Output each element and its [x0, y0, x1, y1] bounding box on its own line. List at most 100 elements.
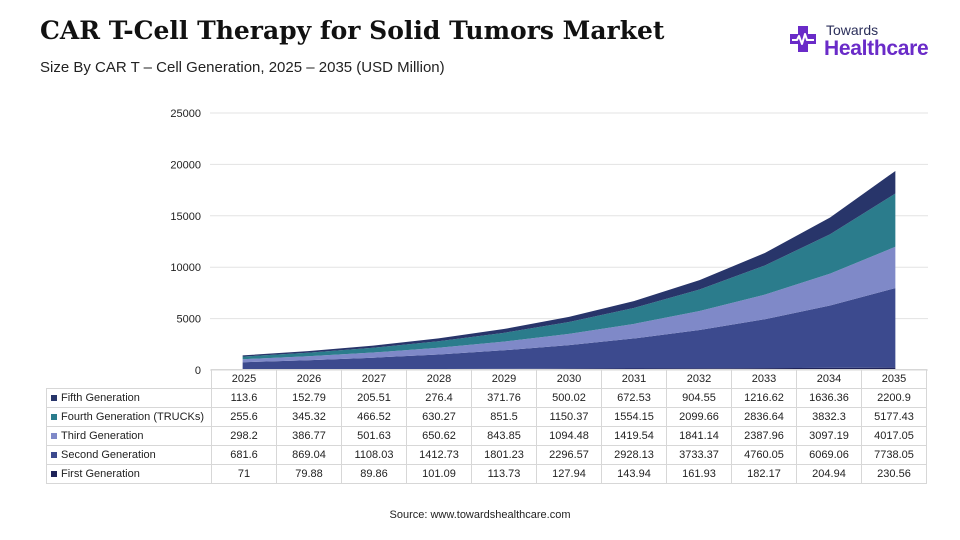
- data-label: 1636.36: [796, 388, 862, 408]
- data-label: 681.6: [211, 445, 277, 465]
- data-label: 7738.05: [861, 445, 927, 465]
- towards-healthcare-logo: Towards Healthcare: [788, 18, 938, 70]
- logo-text-top: Towards: [826, 22, 879, 38]
- table-row: Fourth Generation (TRUCKs) 255.6 345.32 466…: [46, 407, 927, 427]
- data-label: 1412.73: [406, 445, 472, 465]
- data-table: 2025 2026 2027 2028 2029 2030 2031 2032 2033 2034…: [46, 369, 927, 484]
- logo-text-main: Healthcare: [824, 37, 929, 60]
- data-label: 2296.57: [536, 445, 602, 465]
- area-series-3: [242, 246, 896, 363]
- table-row: Fifth Generation 113.6 152.79 205.51 276.4 37…: [46, 388, 927, 408]
- data-label: 869.04: [276, 445, 342, 465]
- source-note: Source: www.towardshealthcare.com: [389, 509, 571, 521]
- legend-entry: Fourth Generation (TRUCKs): [46, 407, 212, 427]
- data-label: 113.6: [211, 388, 277, 408]
- y-tick-label: 25000: [170, 108, 201, 120]
- data-label: 630.27: [406, 407, 472, 427]
- data-label: 2836.64: [731, 407, 797, 427]
- legend-label: Fourth Generation (TRUCKs): [61, 411, 205, 423]
- data-label: 182.17: [731, 464, 797, 484]
- table-row: First Generation 71 79.88 89.86 101.09 113.73…: [46, 464, 927, 484]
- x-tick-label: 2025: [211, 369, 277, 389]
- legend-swatch: [51, 414, 57, 421]
- data-label: 1216.62: [731, 388, 797, 408]
- area-series-4: [242, 193, 896, 360]
- chart-subtitle: Size By CAR T – Cell Generation, 2025 – …: [40, 59, 445, 76]
- legend-label: Fifth Generation: [61, 392, 140, 404]
- data-label: 143.94: [601, 464, 667, 484]
- data-label: 1094.48: [536, 426, 602, 446]
- data-label: 843.85: [471, 426, 537, 446]
- x-tick-label: 2029: [471, 369, 537, 389]
- y-tick-label: 20000: [170, 159, 201, 171]
- medical-cross-icon: [790, 26, 816, 52]
- data-label: 230.56: [861, 464, 927, 484]
- data-label: 205.51: [341, 388, 407, 408]
- data-label: 204.94: [796, 464, 862, 484]
- legend-swatch: [51, 452, 57, 459]
- legend-label: Third Generation: [61, 430, 144, 442]
- data-label: 1841.14: [666, 426, 732, 446]
- data-label: 79.88: [276, 464, 342, 484]
- data-label: 276.4: [406, 388, 472, 408]
- chart-title: CAR T-Cell Therapy for Solid Tumors Mark…: [40, 16, 665, 45]
- x-tick-label: 2027: [341, 369, 407, 389]
- table-corner-cell: [46, 369, 212, 389]
- data-label: 371.76: [471, 388, 537, 408]
- data-label: 5177.43: [861, 407, 927, 427]
- data-label: 345.32: [276, 407, 342, 427]
- table-header-row: 2025 2026 2027 2028 2029 2030 2031 2032 2033 2034…: [46, 369, 927, 389]
- data-label: 4017.05: [861, 426, 927, 446]
- data-label: 152.79: [276, 388, 342, 408]
- data-label: 500.02: [536, 388, 602, 408]
- legend-entry: Second Generation: [46, 445, 212, 465]
- data-label: 1801.23: [471, 445, 537, 465]
- x-tick-label: 2034: [796, 369, 862, 389]
- data-label: 2387.96: [731, 426, 797, 446]
- table-row: Second Generation 681.6 869.04 1108.03 1412.…: [46, 445, 927, 465]
- data-label: 113.73: [471, 464, 537, 484]
- y-tick-label: 10000: [170, 262, 201, 274]
- data-label: 3832.3: [796, 407, 862, 427]
- legend-swatch: [51, 395, 57, 402]
- legend-entry: First Generation: [46, 464, 212, 484]
- legend-label: First Generation: [61, 468, 140, 480]
- data-label: 89.86: [341, 464, 407, 484]
- data-label: 1554.15: [601, 407, 667, 427]
- area-series-5: [242, 170, 896, 357]
- data-label: 650.62: [406, 426, 472, 446]
- data-label: 2200.9: [861, 388, 927, 408]
- x-tick-label: 2032: [666, 369, 732, 389]
- legend-swatch: [51, 433, 57, 440]
- legend-entry: Fifth Generation: [46, 388, 212, 408]
- y-tick-label: 15000: [170, 211, 201, 223]
- data-label: 904.55: [666, 388, 732, 408]
- x-tick-label: 2033: [731, 369, 797, 389]
- x-tick-label: 2028: [406, 369, 472, 389]
- data-label: 2928.13: [601, 445, 667, 465]
- data-label: 2099.66: [666, 407, 732, 427]
- x-tick-label: 2031: [601, 369, 667, 389]
- table-row: Third Generation 298.2 386.77 501.63 650.62 8…: [46, 426, 927, 446]
- legend-label: Second Generation: [61, 449, 156, 461]
- data-label: 4760.05: [731, 445, 797, 465]
- data-label: 6069.06: [796, 445, 862, 465]
- legend-swatch: [51, 471, 57, 478]
- data-label: 1419.54: [601, 426, 667, 446]
- data-label: 3097.19: [796, 426, 862, 446]
- data-label: 298.2: [211, 426, 277, 446]
- data-label: 101.09: [406, 464, 472, 484]
- data-label: 161.93: [666, 464, 732, 484]
- data-label: 672.53: [601, 388, 667, 408]
- data-label: 851.5: [471, 407, 537, 427]
- data-label: 466.52: [341, 407, 407, 427]
- data-label: 1108.03: [341, 445, 407, 465]
- x-tick-label: 2035: [861, 369, 927, 389]
- data-label: 3733.37: [666, 445, 732, 465]
- data-label: 1150.37: [536, 407, 602, 427]
- y-tick-label: 5000: [177, 314, 201, 326]
- legend-entry: Third Generation: [46, 426, 212, 446]
- data-label: 71: [211, 464, 277, 484]
- x-tick-label: 2030: [536, 369, 602, 389]
